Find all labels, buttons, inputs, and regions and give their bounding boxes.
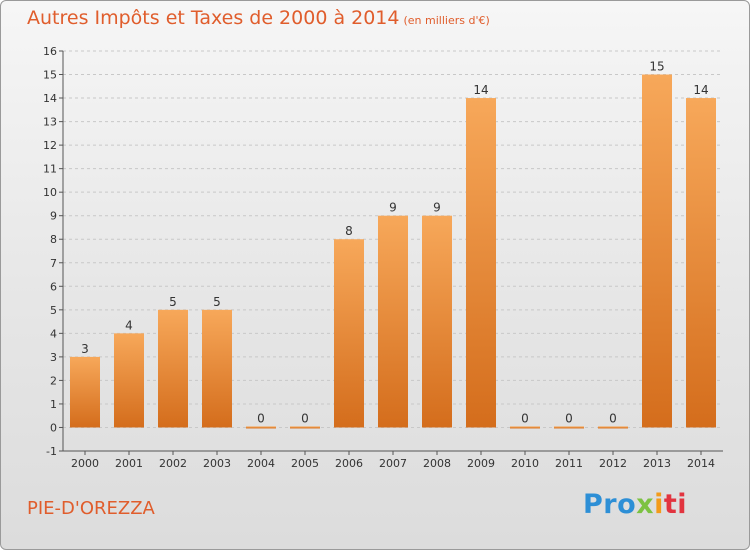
y-tick-label: 2 [50,374,57,387]
y-tick-label: 3 [50,351,57,364]
y-tick-label: 9 [50,210,57,223]
bars [70,74,716,429]
logo-part-4: ti [663,489,688,520]
y-tick-label: 1 [50,398,57,411]
value-label-2011: 0 [565,411,573,425]
value-label-2009: 14 [473,83,488,97]
chart-title: Autres Impôts et Taxes de 2000 à 2014 (en… [27,7,490,29]
x-tick-label-2012: 2012 [599,457,627,470]
value-label-2003: 5 [213,295,221,309]
y-tick-label: 7 [50,257,57,270]
proxiti-logo: Proxiti [583,489,687,520]
labels: -101234567891011121314151632000420015200… [43,45,715,470]
x-tick-label-2002: 2002 [159,457,187,470]
bar-2008 [422,215,452,428]
y-tick-label: 10 [43,186,57,199]
bar-2009 [466,98,496,428]
x-tick-label-2004: 2004 [247,457,275,470]
y-tick-label: 4 [50,327,57,340]
chart-title-text: Autres Impôts et Taxes de 2000 à 2014 [27,7,400,29]
x-tick-label-2010: 2010 [511,457,539,470]
value-label-2006: 8 [345,224,353,238]
value-label-2000: 3 [81,342,89,356]
y-tick-label: 6 [50,280,57,293]
y-tick-label: 13 [43,116,57,129]
y-tick-label: 0 [50,421,57,434]
place-name: PIE-D'OREZZA [27,498,155,519]
y-tick-label: -1 [46,445,57,458]
bar-2011 [554,426,584,429]
bar-2001 [114,333,144,428]
x-tick-label-2014: 2014 [687,457,715,470]
y-tick-label: 8 [50,233,57,246]
value-label-2001: 4 [125,318,133,332]
x-tick-label-2007: 2007 [379,457,407,470]
x-tick-label-2011: 2011 [555,457,583,470]
bar-2002 [158,309,188,428]
x-tick-label-2000: 2000 [71,457,99,470]
bar-2013 [642,74,672,428]
value-label-2002: 5 [169,295,177,309]
value-label-2010: 0 [521,411,529,425]
x-tick-label-2013: 2013 [643,457,671,470]
x-tick-label-2005: 2005 [291,457,319,470]
value-label-2004: 0 [257,411,265,425]
bar-2004 [246,426,276,429]
bar-2014 [686,98,716,428]
y-tick-label: 14 [43,92,57,105]
y-tick-label: 16 [43,45,57,58]
logo-part-2: x [636,489,655,520]
bar-2007 [378,215,408,428]
y-tick-label: 15 [43,69,57,82]
bar-2003 [202,309,232,428]
bar-2010 [510,426,540,429]
x-tick-label-2001: 2001 [115,457,143,470]
bar-2006 [334,239,364,428]
x-tick-label-2009: 2009 [467,457,495,470]
value-label-2014: 14 [693,83,708,97]
x-tick-label-2008: 2008 [423,457,451,470]
bar-2012 [598,426,628,429]
axes [59,50,723,455]
bar-2000 [70,356,100,428]
chart-subtitle: (en milliers d'€) [403,14,490,27]
y-tick-label: 12 [43,139,57,152]
x-tick-label-2006: 2006 [335,457,363,470]
value-label-2007: 9 [389,201,397,215]
y-tick-label: 5 [50,304,57,317]
bar-2005 [290,426,320,429]
value-label-2013: 15 [649,60,664,74]
value-label-2005: 0 [301,411,309,425]
logo-part-3: i [654,489,664,520]
value-label-2012: 0 [609,411,617,425]
logo-part-1: Pro [583,489,637,520]
value-label-2008: 9 [433,201,441,215]
y-tick-label: 11 [43,163,57,176]
x-tick-label-2003: 2003 [203,457,231,470]
